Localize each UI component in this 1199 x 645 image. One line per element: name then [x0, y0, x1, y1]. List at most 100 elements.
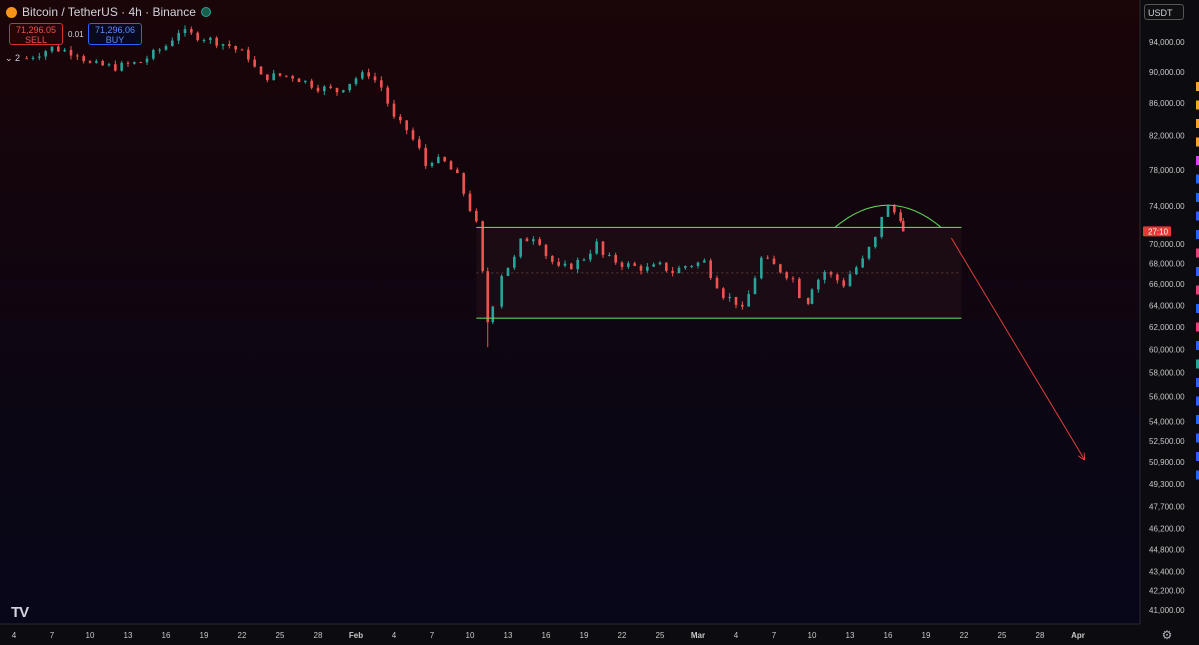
candle: [589, 249, 592, 263]
time-tick-label: 19: [580, 631, 589, 640]
time-tick-label: 28: [1036, 631, 1045, 640]
symbol-title[interactable]: Bitcoin / TetherUS · 4h · Binance: [22, 5, 196, 19]
price-tick-label: 74,000.00: [1149, 202, 1185, 211]
candle: [791, 276, 795, 283]
price-axis[interactable]: 94,000.00 90,000.00 86,000.00 82,000.00 78,0…: [1143, 38, 1185, 615]
toolbar-marker[interactable]: [1196, 285, 1199, 295]
toolbar-marker[interactable]: [1196, 248, 1199, 258]
candle: [848, 270, 852, 287]
candle: [728, 293, 731, 302]
time-tick-label: 4: [734, 631, 739, 640]
toolbar-marker[interactable]: [1196, 378, 1199, 387]
candle: [798, 277, 801, 299]
candle: [486, 267, 490, 348]
candle: [806, 297, 810, 306]
time-tick-label: 7: [430, 631, 435, 640]
right-toolbar[interactable]: [1196, 82, 1199, 480]
price-tick-label: 52,500.00: [1149, 437, 1185, 446]
toolbar-marker[interactable]: [1196, 452, 1199, 461]
sell-button[interactable]: 71,296.05 SELL: [9, 23, 63, 45]
time-tick-label: 22: [960, 631, 969, 640]
candle: [709, 258, 712, 280]
candle: [418, 136, 421, 150]
buy-button[interactable]: 71,296.06 BUY: [88, 23, 142, 45]
candle: [107, 62, 111, 67]
indicators-toggle[interactable]: ⌄ 2: [5, 53, 21, 63]
candle: [722, 287, 725, 300]
candle: [646, 262, 649, 273]
toolbar-marker[interactable]: [1196, 341, 1199, 350]
candle: [557, 257, 560, 268]
projection-arrow[interactable]: [950, 237, 1084, 459]
candle: [513, 254, 516, 270]
candle: [177, 29, 180, 45]
candle: [171, 37, 174, 47]
toolbar-marker[interactable]: [1196, 230, 1199, 239]
candle: [145, 55, 149, 66]
toolbar-marker[interactable]: [1196, 304, 1199, 313]
toolbar-marker[interactable]: [1196, 359, 1199, 369]
toolbar-marker[interactable]: [1196, 82, 1199, 91]
candle: [855, 265, 858, 276]
time-tick-label: 25: [276, 631, 285, 640]
currency-selector[interactable]: USDT: [1144, 4, 1184, 20]
candle: [221, 43, 225, 50]
time-tick-label: 13: [504, 631, 513, 640]
toolbar-marker[interactable]: [1196, 322, 1199, 332]
symbol-header[interactable]: Bitcoin / TetherUS · 4h · Binance: [6, 5, 211, 19]
candle: [316, 84, 320, 94]
candle: [247, 46, 250, 63]
candle: [272, 69, 275, 81]
toolbar-marker[interactable]: [1196, 470, 1199, 480]
candle: [842, 277, 845, 288]
candle: [766, 255, 769, 260]
candle: [424, 144, 427, 169]
candle: [399, 114, 402, 124]
candle: [867, 246, 871, 261]
candle: [291, 74, 294, 82]
candle: [342, 89, 345, 93]
candle: [234, 45, 237, 53]
sell-label: SELL: [24, 35, 48, 45]
toolbar-marker[interactable]: [1196, 119, 1199, 128]
candle: [44, 50, 47, 60]
candle: [354, 76, 358, 87]
price-tick-label: 56,000.00: [1149, 393, 1185, 402]
candle: [576, 257, 579, 274]
toolbar-marker[interactable]: [1196, 211, 1199, 221]
candle: [861, 255, 864, 269]
tradingview-logo-icon[interactable]: TV: [11, 604, 29, 621]
candle: [715, 275, 719, 289]
toolbar-marker[interactable]: [1196, 174, 1199, 184]
time-axis[interactable]: 4 7 10 13 16 19 22 25 28 Feb 4 7 10 13 16 19 22 25 Mar 4 7 10…: [12, 631, 1085, 640]
price-tick-label: 70,000.00: [1149, 240, 1185, 249]
toolbar-marker[interactable]: [1196, 193, 1199, 202]
price-tick-label: 62,000.00: [1149, 323, 1185, 332]
toolbar-marker[interactable]: [1196, 267, 1199, 276]
candle: [696, 261, 700, 269]
price-tick-label: 68,000.00: [1149, 260, 1185, 269]
toolbar-marker[interactable]: [1196, 100, 1199, 110]
candle: [139, 61, 142, 64]
candle: [240, 48, 244, 51]
candle: [202, 38, 206, 43]
time-tick-label: 10: [86, 631, 95, 640]
toolbar-marker[interactable]: [1196, 156, 1199, 165]
toolbar-marker[interactable]: [1196, 137, 1199, 147]
candle: [817, 278, 820, 293]
settings-gear-icon[interactable]: ⚙: [1161, 628, 1173, 642]
toolbar-marker[interactable]: [1196, 415, 1199, 424]
candle: [563, 260, 567, 268]
toolbar-marker[interactable]: [1196, 396, 1199, 406]
price-tick-label: 50,900.00: [1149, 458, 1185, 467]
candle: [57, 43, 60, 52]
time-tick-label: 10: [466, 631, 475, 640]
toolbar-marker[interactable]: [1196, 433, 1199, 443]
candle: [259, 65, 263, 75]
candle: [278, 73, 282, 77]
rounded-top-arc[interactable]: [834, 204, 942, 228]
candle: [532, 236, 535, 245]
candle: [620, 260, 624, 271]
candle: [734, 296, 738, 309]
